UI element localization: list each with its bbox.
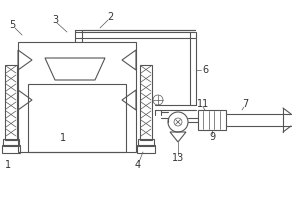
Bar: [3, 139, 19, 146]
Text: 13: 13: [172, 153, 184, 163]
Text: 2: 2: [107, 12, 113, 22]
Text: 7: 7: [242, 99, 248, 109]
Bar: [28, 84, 126, 152]
Text: 1: 1: [60, 133, 66, 143]
Text: 11: 11: [197, 99, 209, 109]
Bar: [2, 145, 20, 153]
Text: 4: 4: [135, 160, 141, 170]
Bar: [5, 65, 17, 140]
Bar: [137, 145, 155, 153]
Text: 1: 1: [5, 160, 11, 170]
Text: 6: 6: [202, 65, 208, 75]
Bar: [140, 65, 152, 140]
Text: 9: 9: [209, 132, 215, 142]
Bar: [138, 139, 154, 146]
Text: 5: 5: [9, 20, 15, 30]
Bar: [18, 42, 136, 152]
Text: 3: 3: [52, 15, 58, 25]
Bar: [198, 110, 226, 130]
